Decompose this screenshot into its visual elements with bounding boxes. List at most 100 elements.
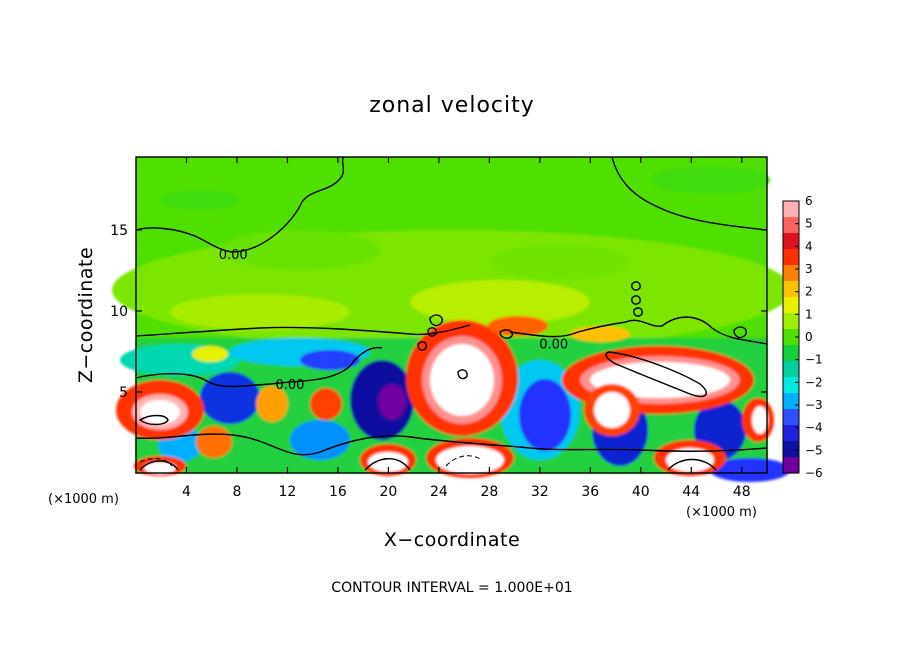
contour-small-loop-7 <box>733 326 747 339</box>
contour-label: 0.00 <box>539 337 568 352</box>
contour-zero-right <box>509 316 768 345</box>
colorbar-swatch <box>783 393 799 410</box>
field-blue-7 <box>290 420 350 460</box>
x-unit-left: (×1000 m) <box>48 492 119 507</box>
field-yellow-spot-1 <box>192 346 228 362</box>
field-orange-spot-1 <box>256 386 288 422</box>
contour-small-loop-1 <box>429 314 443 327</box>
field-orange-spot-2 <box>196 426 232 458</box>
field-blue-2 <box>200 372 260 424</box>
colorbar-swatch <box>783 457 799 474</box>
field-yellow-spot-2 <box>570 326 630 342</box>
chart-title: zonal velocity <box>369 93 535 118</box>
y-axis-label: Z−coordinate <box>75 247 97 383</box>
field-white-8 <box>144 462 176 474</box>
field-light-2 <box>490 244 630 280</box>
colorbar-swatch <box>783 425 799 442</box>
colorbar-swatch <box>783 345 799 362</box>
contour-interval-note: CONTOUR INTERVAL = 1.000E+01 <box>331 580 572 596</box>
x-tick-label: 8 <box>232 484 241 500</box>
contour-bottom-loop-3 <box>667 458 717 471</box>
colorbar-tick-label: 5 <box>805 217 813 231</box>
colorbar-swatch <box>783 265 799 282</box>
x-tick-label: 28 <box>480 484 498 500</box>
contour-zero-upper-right <box>611 156 768 231</box>
x-tick-label: 48 <box>733 484 751 500</box>
colorbar-swatch <box>783 377 799 394</box>
x-tick-label: 16 <box>329 484 347 500</box>
field-yellowish-1 <box>170 294 350 330</box>
field-purple-1 <box>378 384 406 420</box>
plot-frame <box>135 156 768 474</box>
field-darker-1 <box>160 190 240 210</box>
contour-inner-loop-1 <box>605 351 708 398</box>
colorbar-swatch <box>783 329 799 346</box>
x-tick-label: 32 <box>531 484 549 500</box>
x-tick-label: 12 <box>279 484 297 500</box>
x-axis-ticks: 4 8 12 16 20 24 28 32 36 40 44 48 <box>182 157 751 500</box>
field-white-2 <box>430 344 494 416</box>
contour-zero-upper <box>135 156 345 253</box>
x-unit-right: (×1000 m) <box>686 505 757 520</box>
colorbar-tick-label: −1 <box>805 353 823 367</box>
contour-label: 0.00 <box>275 378 304 393</box>
colorbar-tick-label: 6 <box>805 194 813 208</box>
contour-negative-1 <box>445 455 483 467</box>
x-tick-label: 4 <box>182 484 191 500</box>
field-blue-9 <box>710 458 790 482</box>
colorbar-tick-label: 4 <box>805 239 813 253</box>
contour-zero-lower <box>135 346 383 388</box>
contour-lines <box>135 156 768 471</box>
field-white-4 <box>436 446 504 474</box>
field-red-spot-1 <box>310 388 342 420</box>
x-tick-label: 40 <box>632 484 650 500</box>
colorbar: 6 5 4 3 2 1 0 −1 −2 −3 −4 −5 −6 <box>782 194 823 480</box>
contour-inner-loop-3 <box>138 414 169 426</box>
contour-lines-dashed <box>139 455 483 467</box>
x-tick-label: 44 <box>682 484 700 500</box>
colorbar-tick-label: 0 <box>805 330 813 344</box>
field-blue-1 <box>300 350 360 370</box>
colorbar-tick-label: −5 <box>805 443 823 457</box>
contour-bottom-loop-1 <box>139 460 179 471</box>
contour-small-loop-4 <box>631 281 641 291</box>
contour-bottom-loop-2 <box>364 458 411 471</box>
colorbar-swatch <box>783 201 799 218</box>
colorbar-tick-label: −6 <box>805 466 823 480</box>
field-white-5 <box>368 452 408 472</box>
y-axis-ticks: 5 10 15 <box>110 223 767 401</box>
x-tick-label: 20 <box>379 484 397 500</box>
colorbar-swatch <box>783 233 799 250</box>
contour-zero-bottom <box>135 433 768 456</box>
contour-small-loop-2 <box>427 327 438 337</box>
y-tick-label: 5 <box>119 385 128 401</box>
x-tick-label: 24 <box>430 484 448 500</box>
contour-small-loop-6 <box>633 307 643 317</box>
colorbar-swatch <box>783 409 799 426</box>
x-tick-label: 36 <box>581 484 599 500</box>
contour-inner-loop-2 <box>457 369 468 380</box>
field-yellowish-2 <box>410 280 590 324</box>
field-light-1 <box>220 230 380 270</box>
field-blue-4 <box>519 379 571 451</box>
contour-small-loop-3 <box>417 341 428 351</box>
colorbar-tick-label: 1 <box>805 307 813 321</box>
field-white-1 <box>140 400 180 424</box>
field-white-9 <box>752 406 768 434</box>
colorbar-swatch <box>783 217 799 234</box>
field-darker-2 <box>650 166 770 194</box>
contour-small-loop-8 <box>499 329 513 339</box>
colorbar-swatch <box>783 313 799 330</box>
y-tick-label: 15 <box>110 223 128 239</box>
colorbar-tick-label: 3 <box>805 262 813 276</box>
contour-labels: 0.00 0.00 0.00 <box>219 248 569 393</box>
y-tick-label: 10 <box>110 304 128 320</box>
colorbar-tick-label: −4 <box>805 421 823 435</box>
colorbar-swatch <box>783 249 799 266</box>
colorbar-swatch <box>783 441 799 458</box>
colorbar-tick-label: −3 <box>805 398 823 412</box>
colorbar-swatch <box>783 297 799 314</box>
colorbar-swatch <box>783 361 799 378</box>
contour-negative-2 <box>139 458 173 467</box>
